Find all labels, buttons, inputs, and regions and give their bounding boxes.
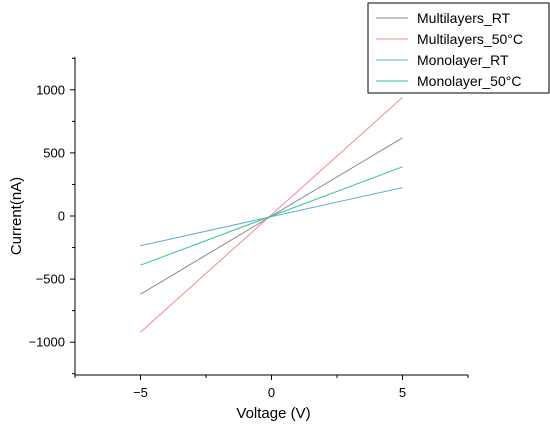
x-tick-label: 5 bbox=[399, 385, 406, 400]
legend-label-2: Multilayers_50°C bbox=[417, 31, 523, 47]
y-ticks: −1000 −500 0 500 1000 bbox=[28, 57, 75, 375]
series-line-2 bbox=[140, 97, 403, 333]
y-tick-label: −500 bbox=[36, 272, 65, 287]
y-tick-label: 500 bbox=[43, 145, 65, 160]
legend-label-1: Multilayers_RT bbox=[417, 10, 511, 26]
x-tick-label: −5 bbox=[133, 385, 148, 400]
y-tick-label: 0 bbox=[58, 209, 65, 224]
x-axis-title: Voltage (V) bbox=[236, 405, 310, 422]
series-line-3 bbox=[140, 187, 403, 247]
legend-items: Multilayers_RT Multilayers_50°C Monolayer_… bbox=[376, 10, 523, 89]
x-ticks: −5 0 5 bbox=[74, 375, 469, 400]
y-tick-label: 1000 bbox=[36, 82, 65, 97]
legend: Multilayers_RT Multilayers_50°C Monolayer_… bbox=[367, 2, 550, 94]
legend-label-3: Monolayer_RT bbox=[417, 52, 509, 68]
y-axis-title: Current(nA) bbox=[8, 177, 25, 255]
series-line-4 bbox=[140, 166, 403, 266]
y-tick-label: −1000 bbox=[28, 335, 65, 350]
legend-label-4: Monolayer_50°C bbox=[417, 73, 521, 89]
plot-lines bbox=[140, 97, 403, 333]
x-tick-label: 0 bbox=[268, 385, 275, 400]
